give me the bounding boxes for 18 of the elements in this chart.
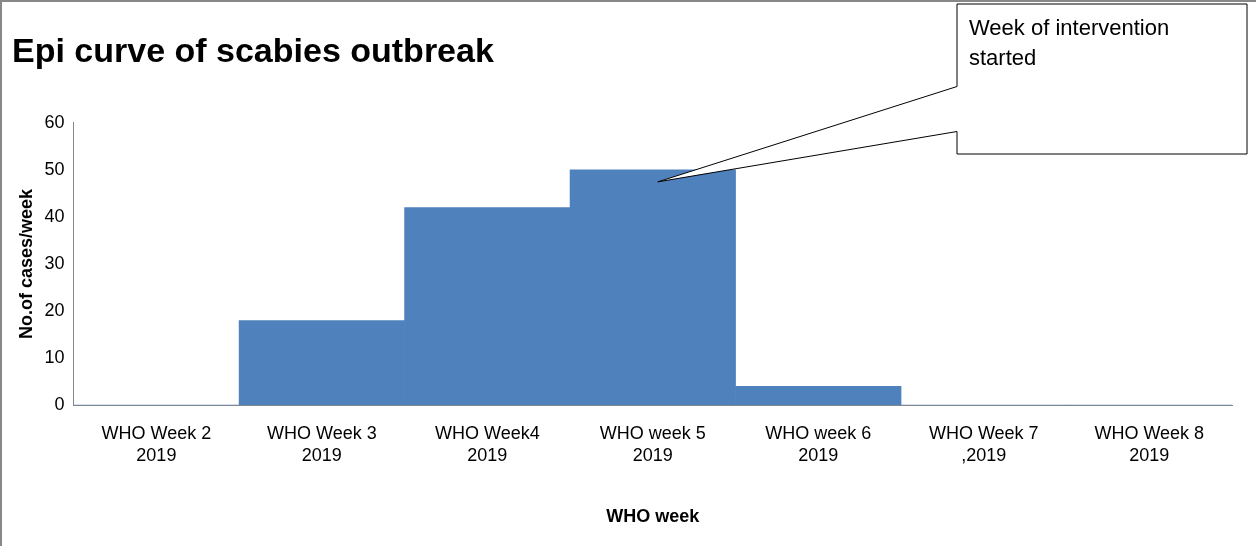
y-tick-label: 50 [44, 158, 65, 179]
y-tick-label: 0 [54, 394, 65, 415]
x-tick-label: WHO Week 7 ,2019 [928, 422, 1039, 465]
x-tick-label: WHO Week4 2019 [434, 422, 540, 465]
y-axis-title: No.of cases/week [15, 187, 36, 340]
chart-title: Epi curve of scabies outbreak [12, 30, 494, 69]
y-tick-label: 30 [44, 252, 65, 273]
y-tick-label: 10 [44, 347, 65, 368]
x-axis-title: WHO week [606, 506, 701, 527]
x-tick-label: WHO Week 2 2019 [101, 422, 212, 465]
y-tick-label: 60 [44, 111, 65, 132]
text: Week of intervention started [969, 15, 1170, 71]
y-tick-label: 20 [44, 300, 65, 321]
x-tick-label: WHO week 5 2019 [599, 422, 706, 465]
y-tick-label: 40 [44, 205, 65, 226]
x-tick-label: WHO Week 3 2019 [267, 422, 377, 465]
x-tick-label: WHO week 6 2019 [765, 422, 872, 465]
x-tick-label: WHO Week 8 2019 [1094, 422, 1205, 465]
